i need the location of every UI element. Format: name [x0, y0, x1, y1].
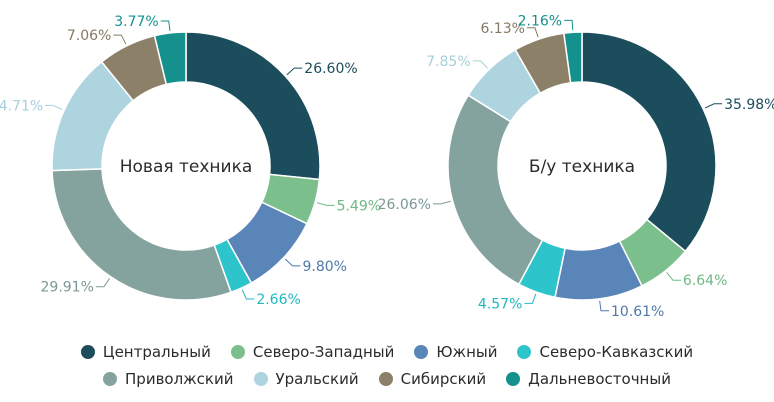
- legend-item-volga[interactable]: Приволжский: [103, 370, 234, 388]
- data-label-chart2-north-caucasus: 4.57%: [478, 296, 522, 312]
- legend-label-siberia: Сибирский: [400, 370, 487, 388]
- leader-line-chart2-north-caucasus: [524, 293, 537, 304]
- legend-item-central[interactable]: Центральный: [80, 343, 211, 361]
- data-label-chart2-siberia: 6.13%: [480, 21, 524, 37]
- legend-dot-south: [414, 345, 429, 359]
- legend-label-south: Южный: [436, 343, 498, 361]
- legend-item-siberia[interactable]: Сибирский: [378, 370, 487, 388]
- leader-line-chart1-volga: [95, 278, 110, 288]
- data-label-chart2-central: 35.98%: [724, 97, 774, 113]
- legend-item-south[interactable]: Южный: [414, 343, 497, 361]
- leader-line-chart1-northwest: [316, 202, 335, 206]
- legend-item-ural[interactable]: Уральский: [253, 370, 359, 388]
- data-label-chart2-northwest: 6.64%: [683, 273, 727, 289]
- legend-dot-ural: [253, 372, 268, 386]
- leader-line-chart1-siberia: [113, 34, 127, 45]
- data-label-chart2-south: 10.61%: [611, 304, 664, 320]
- chart2-center-title: Б/у техника: [529, 157, 635, 177]
- legend-row-2: Приволжский Уральский Сибирский Дальнево…: [0, 370, 774, 388]
- slice-chart2-volga[interactable]: [447, 94, 544, 286]
- legend-item-north-caucasus[interactable]: Северо-Кавказский: [517, 343, 693, 361]
- legend-dot-siberia: [378, 372, 393, 386]
- legend-label-volga: Приволжский: [125, 370, 234, 388]
- legend-label-ural: Уральский: [275, 370, 359, 388]
- slice-chart2-far-east[interactable]: [563, 31, 583, 84]
- legend-item-northwest[interactable]: Северо-Западный: [230, 343, 395, 361]
- leader-line-chart2-central: [704, 103, 723, 109]
- leader-line-chart2-south: [599, 300, 609, 312]
- legend-dot-north-caucasus: [517, 345, 532, 359]
- slice-chart1-far-east[interactable]: [153, 31, 187, 86]
- legend-dot-far-east: [506, 372, 521, 386]
- leader-line-chart1-ural: [45, 104, 63, 110]
- legend-row-1: Центральный Северо-Западный Южный Северо…: [0, 343, 774, 361]
- leader-line-chart1-south: [284, 258, 301, 267]
- legend-label-far-east: Дальневосточный: [528, 370, 671, 388]
- data-label-chart2-ural: 7.85%: [426, 54, 470, 70]
- legend-dot-volga: [103, 372, 118, 386]
- data-label-chart1-northwest: 5.49%: [337, 198, 381, 214]
- data-label-chart1-far-east: 3.77%: [114, 14, 158, 30]
- data-label-chart1-ural: 14.71%: [0, 98, 43, 114]
- legend-label-central: Центральный: [102, 343, 211, 361]
- leader-line-chart2-far-east: [564, 19, 574, 31]
- leader-line-chart1-central: [286, 67, 303, 76]
- slice-chart2-central[interactable]: [581, 31, 717, 253]
- legend-dot-northwest: [230, 345, 245, 359]
- data-label-chart1-north-caucasus: 2.66%: [256, 292, 300, 308]
- data-label-chart1-central: 26.60%: [304, 61, 357, 77]
- leader-line-chart1-far-east: [160, 20, 171, 32]
- leader-line-chart2-northwest: [666, 272, 681, 281]
- data-label-chart1-volga: 29.91%: [41, 280, 94, 296]
- chart1-center-title: Новая техника: [120, 157, 253, 177]
- slice-chart1-central[interactable]: [185, 31, 321, 181]
- legend-label-north-caucasus: Северо-Кавказский: [539, 343, 694, 361]
- data-label-chart2-far-east: 2.16%: [518, 13, 562, 29]
- slice-chart1-volga[interactable]: [51, 168, 232, 301]
- leader-line-chart2-volga: [432, 200, 451, 205]
- legend-item-far-east[interactable]: Дальневосточный: [506, 370, 671, 388]
- legend-label-northwest: Северо-Западный: [252, 343, 395, 361]
- data-label-chart1-south: 9.80%: [302, 259, 346, 275]
- data-label-chart2-volga: 26.06%: [378, 197, 431, 213]
- leader-line-chart2-siberia: [526, 27, 539, 38]
- leader-line-chart1-north-caucasus: [241, 289, 255, 300]
- data-label-chart1-siberia: 7.06%: [67, 28, 111, 44]
- leader-line-chart2-ural: [472, 60, 488, 69]
- legend-dot-central: [80, 345, 95, 359]
